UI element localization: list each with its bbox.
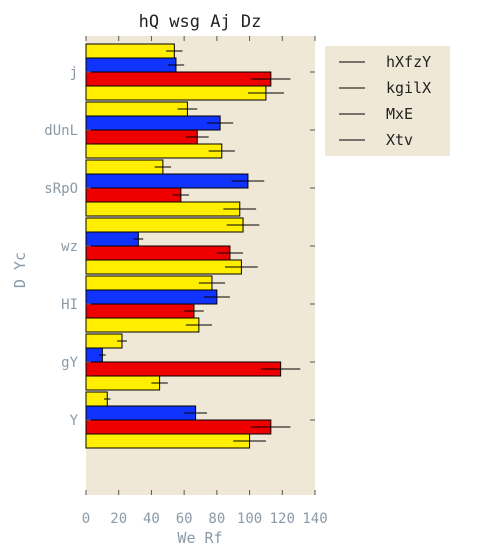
bar-MxE-HI (85, 289, 218, 305)
bar-MxE-Y (85, 405, 197, 421)
bar-kgilX-gY (85, 361, 282, 377)
bar-hXfzY-dUnL (85, 143, 223, 159)
x-tick-label: 0 (82, 511, 90, 527)
x-tick-label: 140 (302, 511, 327, 527)
x-tick-label: 100 (237, 511, 262, 527)
bar-Xtv-sRpO (85, 159, 164, 175)
bar-Xtv-j (85, 43, 175, 59)
y-tick-label: dUnL (44, 123, 78, 139)
legend-items: hXfzY kgilX MxE Xtv (339, 53, 431, 149)
bar-kgilX-dUnL (85, 129, 198, 145)
legend-label-hXfzY: hXfzY (386, 53, 431, 71)
bar-hXfzY-Y (85, 433, 251, 449)
bar-MxE-wz (85, 231, 139, 247)
legend-label-MxE: MxE (386, 105, 413, 123)
x-tick-label: 20 (110, 511, 127, 527)
bar-MxE-j (85, 57, 177, 73)
y-tick-label: sRpO (44, 181, 78, 197)
legend-box (325, 46, 450, 156)
x-tick-label: 60 (176, 511, 193, 527)
x-axis-label: We Rf (177, 529, 222, 547)
y-ticks-group: YgY HI wz sRpO dUnL j (44, 65, 315, 429)
bar-hXfzY-j (85, 85, 267, 101)
x-tick-label: 80 (208, 511, 225, 527)
bar-kgilX-HI (85, 303, 195, 319)
bar-Xtv-wz (85, 217, 244, 233)
bars-group (85, 43, 301, 449)
bar-hXfzY-wz (85, 259, 242, 275)
y-tick-label: HI (61, 297, 78, 313)
y-tick-label: gY (61, 355, 78, 371)
bar-hXfzY-HI (85, 317, 200, 333)
chart-title: hQ wsg Aj Dz (139, 12, 262, 32)
legend: hXfzY kgilX MxE Xtv (325, 46, 450, 156)
legend-label-Xtv: Xtv (386, 131, 413, 149)
x-ticks-group: 0 20 40 60 80 100 120 140 (82, 36, 328, 527)
x-tick-label: 120 (270, 511, 295, 527)
bar-kgilX-wz (85, 245, 231, 261)
y-tick-label: Y (70, 413, 79, 429)
bar-hXfzY-sRpO (85, 201, 241, 217)
bar-Xtv-gY (85, 333, 123, 349)
bar-hXfzY-gY (85, 375, 161, 391)
bar-kgilX-j (85, 71, 272, 87)
y-axis-label: D Yc (11, 252, 29, 288)
bar-Xtv-dUnL (85, 101, 188, 117)
bar-kgilX-Y (85, 419, 272, 435)
bar-MxE-sRpO (85, 173, 249, 189)
bar-kgilX-sRpO (85, 187, 182, 203)
y-tick-label: j (70, 65, 78, 81)
bar-Xtv-HI (85, 275, 213, 291)
x-tick-label: 40 (143, 511, 160, 527)
bar-MxE-dUnL (85, 115, 221, 131)
legend-label-kgilX: kgilX (386, 79, 431, 97)
y-tick-label: wz (61, 239, 78, 255)
